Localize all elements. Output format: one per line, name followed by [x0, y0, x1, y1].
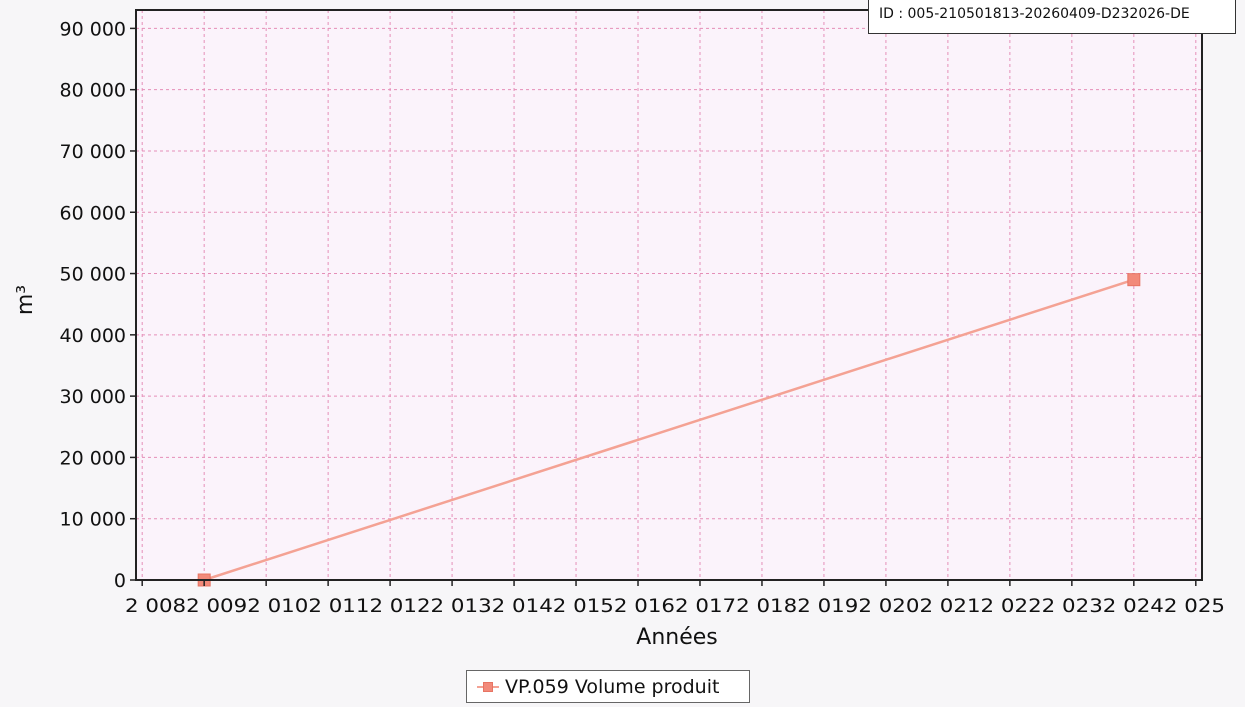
y-tick-label: 80 000: [60, 80, 126, 102]
y-tick-label: 90 000: [60, 18, 126, 40]
x-axis-title: Années: [636, 625, 717, 650]
plot-frame: [135, 9, 1203, 581]
legend-label: VP.059 Volume produit: [505, 675, 720, 698]
series-line: [203, 278, 1135, 582]
y-tick-label: 0: [114, 570, 126, 592]
y-tick-label: 60 000: [60, 202, 126, 224]
legend-swatch: [477, 680, 499, 694]
y-tick-label: 50 000: [60, 264, 126, 286]
y-tick-label: 20 000: [60, 447, 126, 469]
data-point: [1127, 273, 1141, 287]
id-stamp-text: ID : 005-210501813-20260409-D232026-DE: [879, 6, 1190, 22]
y-tick-label: 70 000: [60, 141, 126, 163]
y-tick-label: 30 000: [60, 386, 126, 408]
axes: 0 10 000 20 000 30 000 40 000 50 000 60 000 70 …: [60, 18, 1197, 592]
x-tick-labels: 2 0082 0092 0102 0112 0122 0132 0142 015…: [125, 595, 1225, 617]
legend: VP.059 Volume produit: [466, 670, 750, 703]
grid: [136, 10, 1202, 581]
y-tick-label: 10 000: [60, 509, 126, 531]
plot-area: [136, 10, 1202, 580]
id-stamp: ID : 005-210501813-20260409-D232026-DE: [868, 0, 1236, 34]
y-axis-title: m³: [13, 285, 38, 315]
y-tick-label: 40 000: [60, 325, 126, 347]
